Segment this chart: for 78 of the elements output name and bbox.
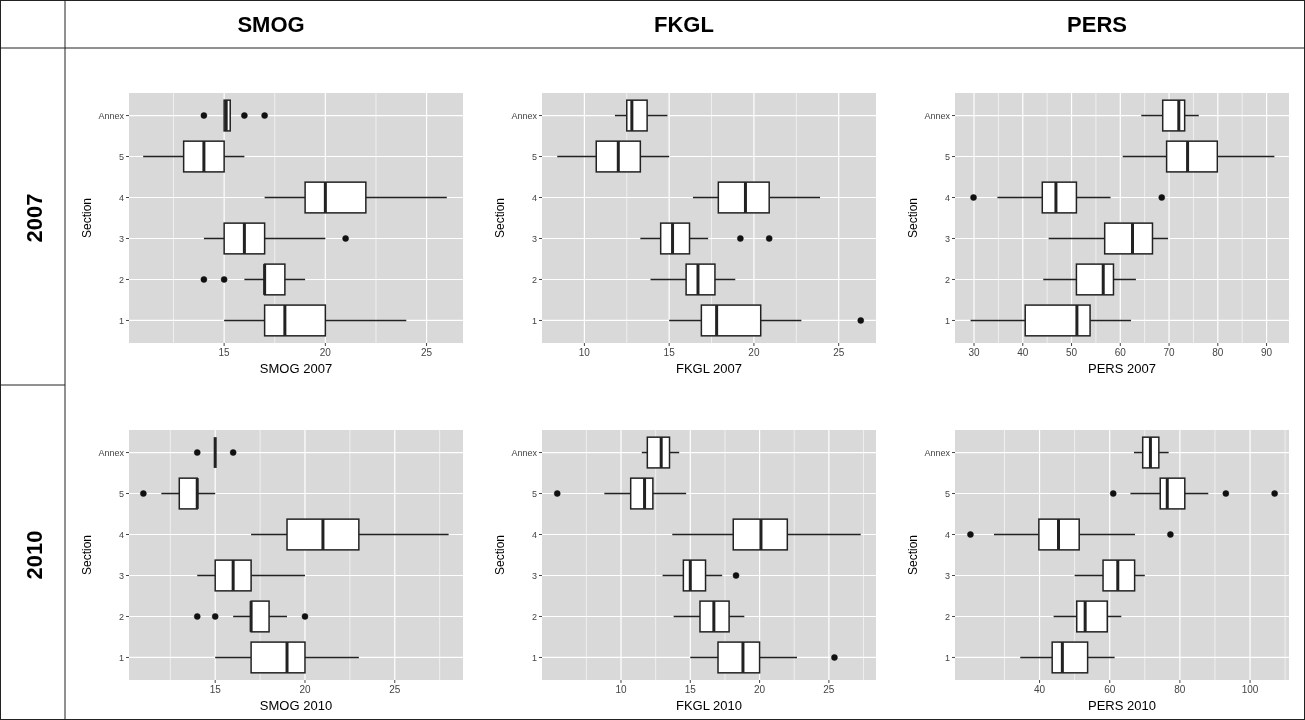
y-tick-label: 2 [531,611,537,622]
y-tick-label: 4 [944,530,950,541]
text: 2007 [22,193,47,243]
y-tick-label: 4 [118,193,124,204]
y-tick-label: 2 [118,274,124,285]
x-tick-label: 70 [1163,347,1176,358]
x-axis-title: SMOG 2010 [259,698,333,713]
x-tick-label: 10 [578,347,591,358]
y-axis-title: Section [493,534,507,576]
x-tick-label: 15 [209,684,222,695]
y-tick-label: Annex [924,448,951,459]
y-tick-label: 4 [118,530,124,541]
y-tick-label: Annex [98,448,125,459]
y-tick-label: 1 [531,315,537,326]
y-axis-title: Section [906,197,920,239]
y-tick-label: 3 [118,570,124,581]
y-tick-label: Annex [924,111,951,122]
y-tick-label: Annex [98,111,125,122]
y-tick-label: 5 [531,489,537,500]
chart-title: SMOG [237,12,305,37]
y-tick-label: 5 [944,152,950,163]
y-tick-label: 2 [118,611,124,622]
y-tick-label: 5 [118,152,124,163]
x-tick-label: 10 [615,684,627,695]
x-tick-label: 25 [823,684,835,695]
y-tick-label: 1 [944,652,950,663]
y-tick-label: 1 [118,652,124,663]
y-axis-title: Section [80,197,94,239]
y-tick-label: 2 [531,274,537,285]
x-tick-label: 60 [1114,347,1127,358]
chart-title: PERS [1067,12,1127,37]
x-tick-label: 40 [1033,684,1046,695]
x-tick-label: 20 [754,684,766,695]
x-tick-label: 20 [299,684,311,695]
x-tick-label: 100 [1241,684,1259,695]
y-tick-label: 1 [118,315,124,326]
text: 2010 [22,530,47,580]
x-tick-label: 20 [319,347,332,358]
x-tick-label: 80 [1174,684,1186,695]
y-tick-label: 3 [118,233,124,244]
x-axis-title: FKGL 2007 [675,361,743,376]
x-axis-title: PERS 2007 [1088,361,1156,376]
y-tick-label: 3 [944,233,950,244]
x-tick-label: 15 [684,684,697,695]
x-tick-label: 30 [968,347,981,358]
x-tick-label: 25 [833,347,845,358]
y-tick-label: 2 [944,274,950,285]
x-tick-label: 25 [389,684,401,695]
y-tick-label: 3 [944,570,950,581]
y-tick-label: 4 [531,530,537,541]
y-tick-label: 5 [531,152,537,163]
x-tick-label: 50 [1065,347,1078,358]
y-axis-title: Section [906,534,920,576]
y-tick-label: 5 [118,489,124,500]
x-tick-label: 40 [1017,347,1029,358]
y-tick-label: 5 [944,489,950,500]
x-axis-title: SMOG 2007 [259,361,333,376]
x-axis-title: PERS 2010 [1088,698,1156,713]
y-tick-label: 4 [944,193,950,204]
chart-title: FKGL [654,12,714,37]
y-tick-label: Annex [511,448,538,459]
x-tick-label: 80 [1212,347,1224,358]
y-tick-label: 3 [531,233,537,244]
y-tick-label: 2 [944,611,950,622]
x-tick-label: 15 [218,347,231,358]
y-axis-title: Section [80,534,94,576]
y-tick-label: 3 [531,570,537,581]
x-tick-label: 90 [1261,347,1273,358]
x-axis-title: FKGL 2010 [675,698,743,713]
x-tick-label: 25 [421,347,433,358]
y-tick-label: 4 [531,193,537,204]
x-tick-label: 15 [663,347,676,358]
y-tick-label: 1 [531,652,537,663]
y-tick-label: Annex [511,111,538,122]
y-axis-title: Section [493,197,507,239]
x-tick-label: 20 [748,347,760,358]
x-tick-label: 60 [1104,684,1116,695]
y-tick-label: 1 [944,315,950,326]
